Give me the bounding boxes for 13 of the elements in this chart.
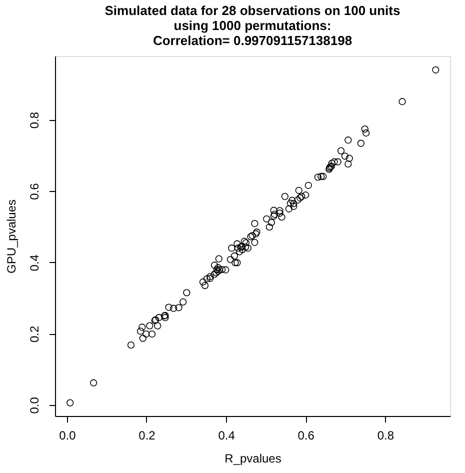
x-tick-label: 0.4: [218, 428, 236, 442]
x-axis-title: R_pvalues: [224, 452, 282, 466]
y-axis-title: GPU_pvalues: [4, 199, 18, 274]
x-tick-label: 0.0: [59, 428, 76, 442]
y-tick-label: 0.6: [28, 182, 42, 200]
y-tick-label: 0.2: [28, 326, 42, 343]
y-tick-label: 0.4: [28, 254, 42, 272]
x-tick-label: 0.2: [138, 428, 156, 442]
x-tick-label: 0.8: [377, 428, 394, 442]
x-tick-label: 0.6: [298, 428, 315, 442]
chart-title: Simulated data for 28 observations on 100 units using 1000 permutations: Correlation= 0.997091157138198: [104, 3, 400, 48]
y-tick-label: 0.8: [28, 112, 42, 129]
y-tick-label: 0.0: [28, 396, 42, 414]
